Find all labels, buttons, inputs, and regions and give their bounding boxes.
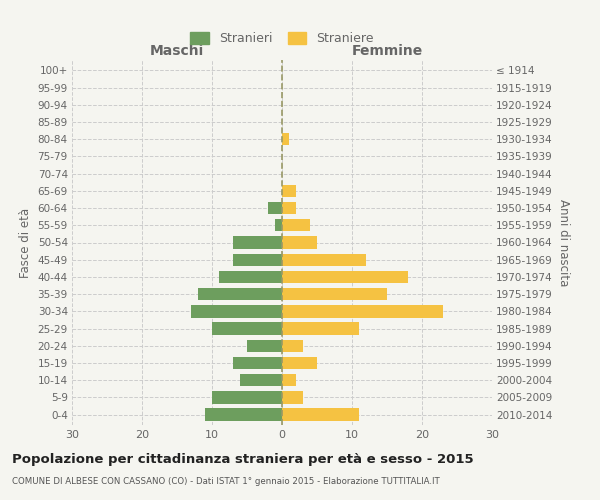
Bar (205, 408, 282, 421)
Text: Maschi: Maschi (150, 44, 204, 59)
Text: Femmine: Femmine (352, 44, 422, 59)
Bar (282, 392, 303, 404)
Y-axis label: Fasce di età: Fasce di età (19, 208, 32, 278)
Bar (282, 322, 359, 335)
Bar (282, 236, 317, 248)
Text: Popolazione per cittadinanza straniera per età e sesso - 2015: Popolazione per cittadinanza straniera p… (12, 452, 473, 466)
Bar (240, 374, 282, 386)
Bar (282, 254, 366, 266)
Bar (268, 202, 282, 214)
Bar (233, 236, 282, 248)
Bar (282, 288, 387, 300)
Bar (233, 254, 282, 266)
Bar (282, 340, 303, 352)
Bar (212, 322, 282, 335)
Bar (282, 305, 443, 318)
Bar (282, 374, 296, 386)
Bar (191, 305, 282, 318)
Legend: Stranieri, Straniere: Stranieri, Straniere (184, 26, 380, 52)
Bar (275, 219, 282, 232)
Bar (233, 357, 282, 369)
Bar (282, 202, 296, 214)
Bar (282, 133, 289, 145)
Bar (282, 270, 408, 283)
Bar (198, 288, 282, 300)
Bar (212, 392, 282, 404)
Y-axis label: Anni di nascita: Anni di nascita (557, 199, 569, 286)
Bar (247, 340, 282, 352)
Bar (219, 270, 282, 283)
Bar (282, 184, 296, 197)
Bar (282, 408, 359, 421)
Bar (282, 219, 310, 232)
Bar (282, 357, 317, 369)
Text: COMUNE DI ALBESE CON CASSANO (CO) - Dati ISTAT 1° gennaio 2015 - Elaborazione TU: COMUNE DI ALBESE CON CASSANO (CO) - Dati… (12, 478, 440, 486)
